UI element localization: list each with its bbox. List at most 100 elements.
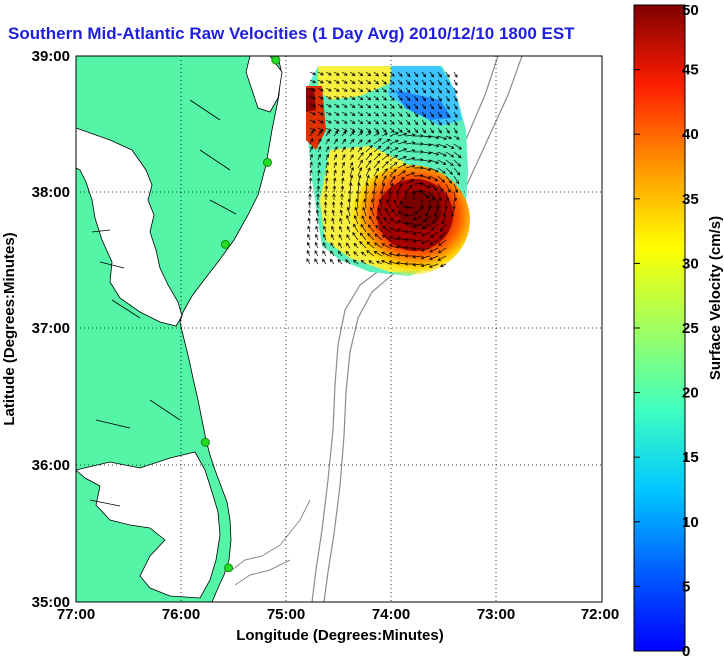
- velocity-arrow: [373, 242, 383, 249]
- velocity-arrow: [453, 127, 458, 134]
- velocity-arrow: [365, 79, 372, 85]
- velocity-arrow: [453, 95, 458, 102]
- velocity-arrow: [373, 145, 382, 153]
- velocity-arrow: [405, 156, 416, 161]
- velocity-arrow: [325, 138, 330, 145]
- velocity-arrow: [425, 207, 431, 217]
- velocity-arrow: [437, 71, 442, 78]
- velocity-arrow: [368, 224, 375, 233]
- velocity-arrow: [437, 79, 442, 86]
- velocity-arrow: [346, 214, 351, 225]
- velocity-arrow: [404, 213, 415, 218]
- velocity-arrow: [421, 151, 432, 155]
- velocity-arrow: [397, 170, 406, 177]
- velocity-arrow: [381, 153, 390, 161]
- velocity-arrow: [429, 191, 435, 201]
- velocity-arrow: [429, 239, 439, 245]
- colorbar-tick-label: 45: [682, 62, 699, 79]
- velocity-arrow: [397, 119, 403, 125]
- velocity-arrow: [341, 130, 347, 137]
- velocity-arrow: [366, 250, 375, 257]
- velocity-arrow: [306, 241, 311, 249]
- velocity-arrow: [453, 191, 458, 202]
- velocity-arrow: [405, 111, 411, 118]
- velocity-arrow: [357, 103, 364, 109]
- velocity-arrow: [362, 206, 367, 217]
- velocity-arrow: [439, 231, 447, 239]
- velocity-arrow: [412, 239, 423, 243]
- velocity-arrow: [391, 208, 399, 217]
- velocity-arrow: [445, 111, 450, 118]
- velocity-arrow: [322, 242, 327, 249]
- velocity-arrow: [309, 145, 314, 153]
- velocity-arrow: [323, 201, 328, 209]
- velocity-arrow: [307, 217, 311, 225]
- velocity-arrow: [373, 95, 380, 101]
- velocity-arrow: [333, 95, 340, 100]
- velocity-arrow: [366, 241, 375, 249]
- velocity-arrow: [413, 71, 419, 78]
- velocity-arrow: [315, 233, 319, 241]
- velocity-arrow: [413, 95, 419, 102]
- velocity-arrow: [345, 250, 351, 257]
- velocity-arrow: [349, 127, 356, 132]
- velocity-arrow: [315, 225, 319, 233]
- velocity-arrow: [405, 79, 411, 86]
- velocity-arrow: [445, 127, 450, 134]
- velocity-arrow: [349, 138, 355, 145]
- velocity-arrow: [357, 119, 364, 125]
- velocity-arrow: [437, 127, 442, 134]
- velocity-arrow: [405, 103, 411, 110]
- y-tick-label: 36:00: [32, 457, 70, 474]
- velocity-arrow: [365, 139, 372, 145]
- velocity-arrow: [357, 139, 363, 145]
- velocity-arrow: [421, 119, 427, 126]
- velocity-arrow: [349, 161, 354, 169]
- velocity-arrow: [337, 258, 343, 265]
- pamlico-sound: [76, 451, 221, 599]
- velocity-arrow: [373, 79, 380, 85]
- velocity-arrow: [445, 103, 450, 110]
- velocity-arrow: [361, 215, 367, 225]
- velocity-arrow: [429, 87, 434, 94]
- velocity-arrow: [405, 149, 416, 153]
- velocity-arrow: [437, 167, 446, 174]
- velocity-arrow: [345, 259, 351, 265]
- y-tick-label: 39:00: [32, 48, 70, 65]
- radar-station-marker: [224, 563, 234, 573]
- velocity-arrow: [413, 166, 424, 170]
- velocity-arrow: [355, 198, 359, 209]
- velocity-arrow: [389, 154, 399, 161]
- velocity-arrow: [325, 130, 330, 137]
- velocity-arrow: [437, 95, 442, 102]
- velocity-arrow: [405, 141, 416, 145]
- velocity-arrow: [397, 183, 403, 193]
- velocity-arrow: [371, 198, 375, 209]
- velocity-arrow: [306, 258, 311, 265]
- y-tick-labels: 39:00 38:00 37:00 36:00 35:00: [32, 48, 70, 611]
- velocity-arrow: [382, 226, 391, 233]
- velocity-arrow: [397, 148, 408, 153]
- velocity-arrow: [412, 262, 423, 267]
- velocity-arrow: [308, 193, 312, 200]
- velocity-arrow: [367, 233, 375, 241]
- velocity-arrow: [331, 209, 336, 217]
- velocity-arrow: [373, 111, 380, 117]
- velocity-arrow: [453, 79, 458, 86]
- velocity-arrow: [365, 111, 372, 117]
- velocity-arrow: [412, 247, 423, 251]
- velocity-arrow: [437, 247, 447, 254]
- x-tick-label: 76:00: [162, 606, 200, 623]
- velocity-arrow: [324, 185, 329, 193]
- velocity-arrow: [333, 71, 340, 76]
- velocity-arrow: [325, 95, 332, 100]
- velocity-arrow: [332, 193, 336, 200]
- velocity-arrow: [397, 111, 403, 117]
- velocity-arrow: [421, 111, 427, 118]
- velocity-arrow: [349, 174, 354, 185]
- velocity-arrow: [333, 119, 340, 124]
- velocity-arrow: [373, 127, 380, 133]
- velocity-arrow: [325, 161, 329, 169]
- velocity-arrow: [349, 166, 354, 177]
- velocity-arrow: [397, 163, 407, 169]
